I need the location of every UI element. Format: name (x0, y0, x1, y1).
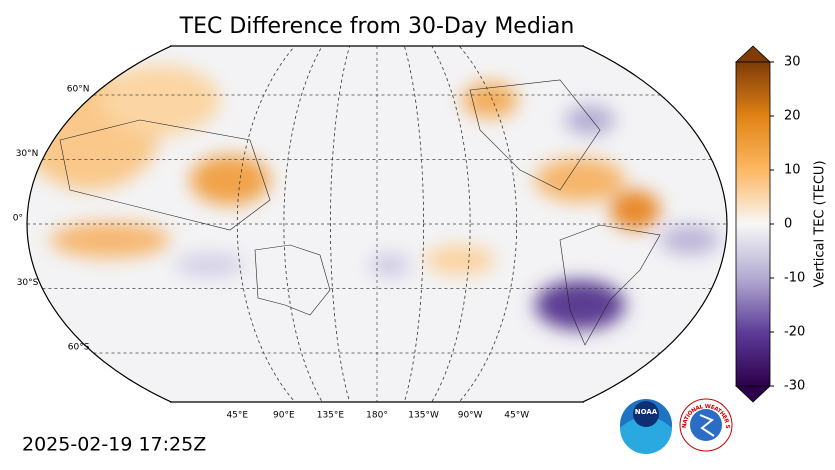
colorbar-extend-bottom (734, 385, 772, 403)
lon-label: 45°W (504, 411, 529, 421)
map-field (27, 46, 727, 402)
noaa-logo: NOAA (620, 399, 672, 454)
lat-label: 60°N (67, 85, 90, 95)
meridian (283, 46, 471, 402)
lon-label: 135°E (317, 411, 345, 421)
title: TEC Difference from 30-Day Median (179, 14, 575, 39)
meridian (236, 46, 518, 402)
lon-label: 90°E (273, 411, 295, 421)
colorbar-label: Vertical TEC (TECU) (813, 160, 828, 287)
colorbar-tick-label: 10 (784, 163, 801, 178)
colorbar-tick-label: 20 (784, 109, 801, 124)
map-labels: 60°N 30°N 0° 30°S 60°S 45°E 90°E 135°E 180° 135°W… (13, 85, 529, 421)
timestamp: 2025-02-19 17:25Z (22, 434, 206, 456)
coastlines (59, 79, 661, 346)
lon-label: 135°W (408, 411, 439, 421)
map-outline (26, 46, 728, 402)
noaa-text: NOAA (635, 408, 658, 416)
colorbar-extend-top (734, 45, 772, 63)
colorbar-tick-label: -30 (784, 379, 805, 394)
colorbar-tick-label: -10 (784, 271, 805, 286)
colorbar-tick-label: 30 (784, 55, 801, 70)
colorbar-body (735, 61, 771, 387)
colorbar: 30 20 10 0 -10 -20 -30 (734, 45, 805, 403)
meridian (330, 46, 424, 402)
colorbar-tick-label: 0 (784, 217, 792, 232)
graticule (27, 46, 727, 402)
lon-label: 90°W (458, 411, 483, 421)
map (26, 46, 728, 402)
lat-label: 30°N (16, 149, 39, 159)
lon-label: 45°E (226, 411, 248, 421)
lon-label: 180° (366, 411, 388, 421)
tec-shading (27, 65, 720, 330)
lat-label: 60°S (68, 343, 90, 353)
colorbar-tick-label: -20 (784, 325, 805, 340)
lat-label: 30°S (17, 278, 39, 288)
lat-label: 0° (13, 214, 23, 224)
